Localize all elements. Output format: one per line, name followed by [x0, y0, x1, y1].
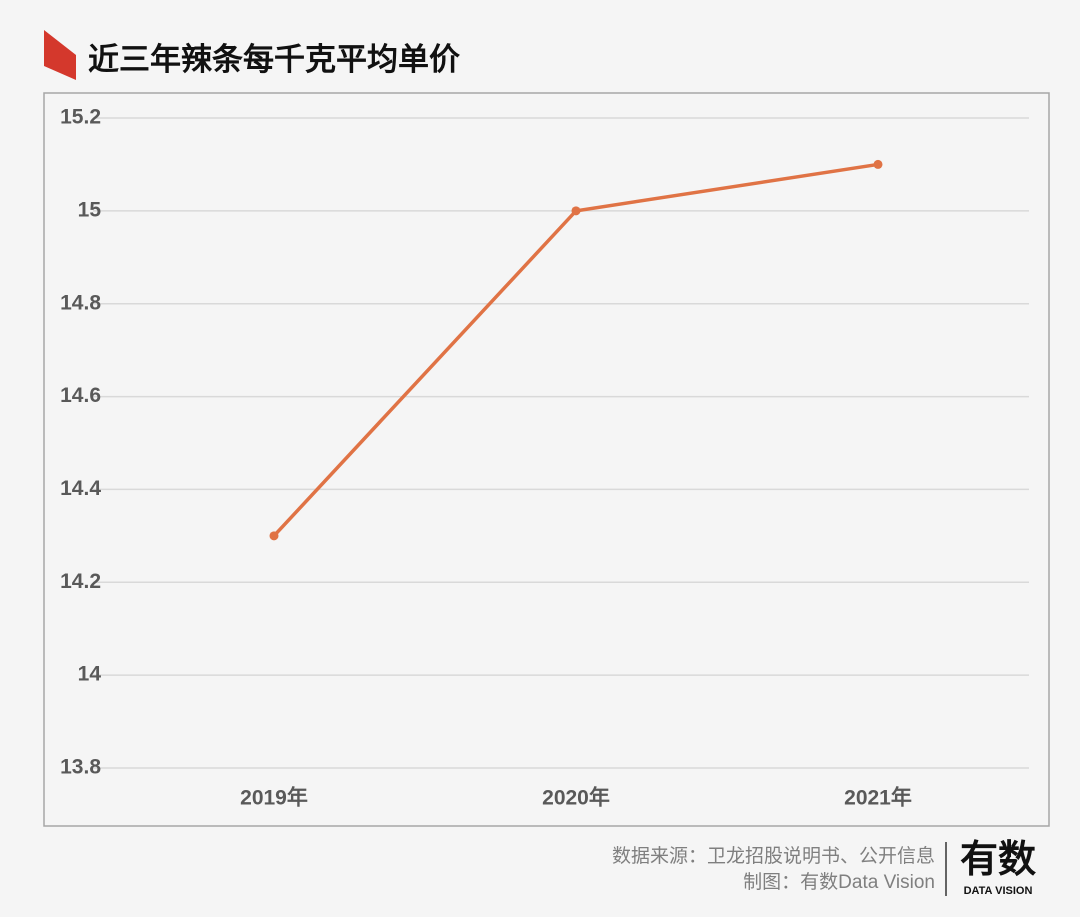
logo: 有数 — [960, 839, 1036, 881]
source-note: 数据来源：卫龙招股说明书、公开信息 — [612, 845, 935, 867]
y-tick-label: 14.8 — [60, 291, 101, 314]
y-tick-label: 14 — [78, 663, 102, 686]
y-tick-label: 14.4 — [60, 477, 101, 500]
data-point — [269, 531, 279, 541]
credit-note: 制图：有数Data Vision — [743, 871, 935, 893]
title-marker — [44, 30, 76, 80]
x-tick-label: 2021年 — [844, 786, 912, 810]
data-point — [873, 159, 883, 169]
chart-title: 近三年辣条每千克平均单价 — [88, 42, 460, 77]
x-tick-label: 2019年 — [240, 786, 308, 810]
y-tick-label: 15.2 — [60, 106, 101, 129]
logo-subtitle: DATA VISION — [964, 885, 1033, 897]
y-tick-label: 14.2 — [60, 570, 101, 593]
y-tick-label: 14.6 — [60, 384, 101, 407]
x-tick-label: 2020年 — [542, 786, 610, 810]
y-tick-label: 13.8 — [60, 756, 101, 779]
data-point — [571, 206, 581, 216]
y-tick-label: 15 — [78, 198, 102, 221]
plot-frame — [43, 92, 1050, 827]
